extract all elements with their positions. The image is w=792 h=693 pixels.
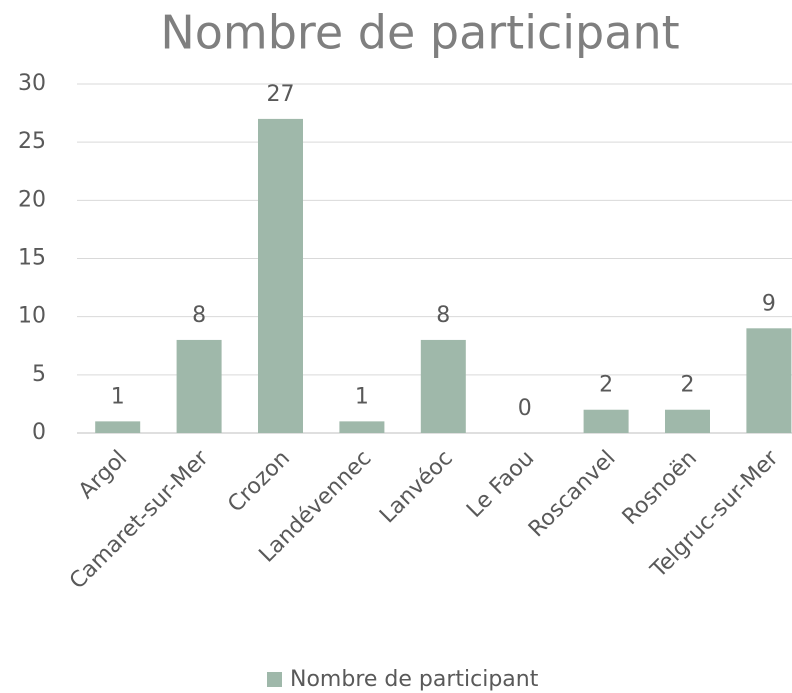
x-tick-label: Lanvéoc [375,446,458,529]
data-label: 2 [599,373,613,398]
bar [746,328,792,433]
y-tick-label: 25 [18,129,46,154]
bar [583,409,629,433]
y-tick-label: 5 [32,362,46,387]
bar [95,421,141,433]
legend-swatch [267,672,282,687]
bar [420,339,466,433]
bar [665,409,710,433]
data-label: 2 [681,373,695,398]
x-tick-label: Rosnoën [618,446,702,530]
data-label: 0 [518,396,532,421]
x-tick-label: Le Faou [462,446,539,523]
data-label: 1 [111,384,125,409]
data-label: 8 [436,303,450,328]
data-label: 1 [355,384,369,409]
y-tick-label: 30 [18,71,46,96]
x-tick-label: Crozon [223,446,295,518]
y-tick-label: 20 [18,187,46,212]
bar [258,118,303,434]
bar [339,421,385,433]
x-tick-label: Camaret-sur-Mer [65,445,214,594]
x-tick-label: Roscanvel [524,446,620,542]
legend-label: Nombre de participant [290,667,539,692]
y-tick-label: 10 [18,304,46,329]
data-label: 9 [762,291,776,316]
bar [176,339,222,433]
y-tick-label: 0 [32,420,46,445]
x-tick-label: Argol [74,446,132,504]
data-label: 27 [267,82,295,107]
data-label: 8 [192,303,206,328]
y-tick-label: 15 [18,246,46,271]
chart-title: Nombre de participant [160,6,679,60]
